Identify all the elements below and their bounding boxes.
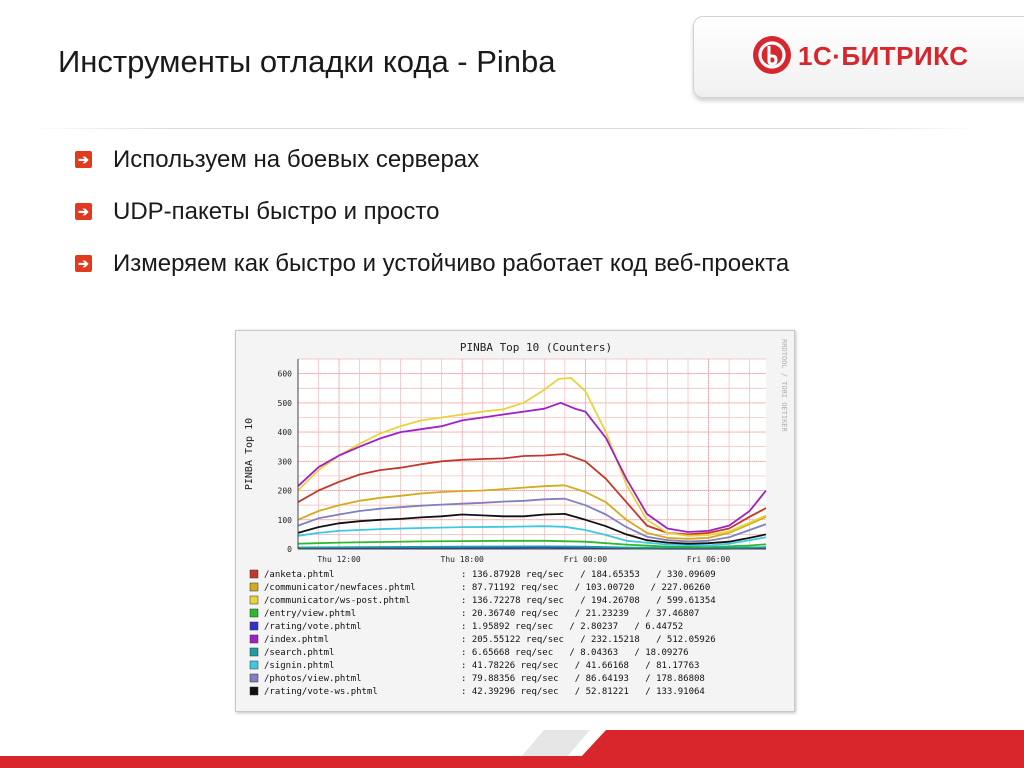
arrow-right-icon: ➔ xyxy=(75,151,92,168)
y-tick-label: 400 xyxy=(278,428,293,437)
series-line xyxy=(297,453,767,536)
legend-series-stats: : 1.95892 req/sec / 2.80237 / 6.44752 xyxy=(461,622,683,632)
bullet-text: Измеряем как быстро и устойчиво работает… xyxy=(113,250,790,277)
legend-series-stats: : 87.71192 req/sec / 103.00720 / 227.062… xyxy=(461,583,710,593)
legend-series-name: /entry/view.phtml xyxy=(264,609,356,619)
x-tick-label: Thu 18:00 xyxy=(441,555,485,564)
series-line xyxy=(297,513,767,545)
legend-series-stats: : 41.78226 req/sec / 41.66168 / 81.17763 xyxy=(461,661,699,671)
y-tick-label: 100 xyxy=(278,516,293,525)
series-line xyxy=(297,545,767,549)
series-line xyxy=(297,525,767,547)
series-line xyxy=(297,484,767,540)
legend-series-name: /communicator/ws-post.phtml xyxy=(264,596,410,606)
series-line xyxy=(297,497,767,543)
legend-series-name: /search.phtml xyxy=(264,648,334,658)
pinba-chart: 0 100 200 300 400 500 600 Thu 12:00 Thu 18:00 Fri… xyxy=(235,330,795,712)
legend-swatch xyxy=(249,634,259,644)
legend-series-stats: : 42.39296 req/sec / 52.81221 / 133.9106… xyxy=(461,687,705,697)
y-tick-label: 200 xyxy=(278,487,293,496)
slide-title: Инструменты отладки кода - Pinba xyxy=(58,44,556,79)
legend-series-stats: : 136.72278 req/sec / 194.26708 / 599.61… xyxy=(461,596,716,606)
footer-decoration xyxy=(520,730,1024,758)
legend-series-name: /index.phtml xyxy=(264,635,329,645)
footer-bar xyxy=(0,756,1024,768)
series-line xyxy=(297,377,767,537)
series-line xyxy=(297,401,767,533)
legend-series-name: /rating/vote-ws.phtml xyxy=(264,687,378,697)
title-separator xyxy=(30,128,980,129)
legend-series-stats: : 136.87928 req/sec / 184.65353 / 330.09… xyxy=(461,570,716,580)
legend-swatch xyxy=(249,621,259,631)
rrdtool-watermark: RRDTOOL / TOBI OETIKER xyxy=(780,339,788,433)
legend-series-name: /rating/vote.phtml xyxy=(264,622,362,632)
y-axis-label: PINBA Top 10 xyxy=(244,418,255,490)
y-tick-label: 300 xyxy=(278,457,293,466)
pinba-chart-svg: 0 100 200 300 400 500 600 Thu 12:00 Thu 18:00 Fri… xyxy=(244,339,788,697)
bitrix-logo-text: 1С·БИТРИКС xyxy=(798,41,969,71)
legend: /anketa.phtml : 136.87928 req/sec / 184.6… xyxy=(249,569,716,697)
y-tick-label: 0 xyxy=(287,545,292,554)
legend-series-name: /photos/view.phtml xyxy=(264,674,362,684)
x-tick-label: Fri 00:00 xyxy=(564,555,608,564)
x-tick-label: Fri 06:00 xyxy=(687,555,731,564)
legend-swatch xyxy=(249,660,259,670)
legend-swatch xyxy=(249,582,259,592)
legend-series-stats: : 79.88356 req/sec / 86.64193 / 178.8680… xyxy=(461,674,705,684)
y-tick-label: 500 xyxy=(278,399,293,408)
x-tick-label: Thu 12:00 xyxy=(317,555,361,564)
legend-series-stats: : 20.36740 req/sec / 21.23239 / 37.46807 xyxy=(461,609,699,619)
bullet-text: Используем на боевых серверах xyxy=(113,146,480,173)
axes: 0 100 200 300 400 500 600 Thu 12:00 Thu 18:00 Fri… xyxy=(278,359,766,564)
legend-swatch xyxy=(249,673,259,683)
bitrix-logo-icon xyxy=(753,36,791,74)
bitrix-logo-panel: 1С·БИТРИКС xyxy=(693,16,1024,98)
bullet-text: UDP-пакеты быстро и просто xyxy=(113,198,440,225)
legend-swatch xyxy=(249,595,259,605)
legend-swatch xyxy=(249,686,259,696)
legend-series-stats: : 6.65668 req/sec / 8.04363 / 18.09276 xyxy=(461,648,689,658)
legend-swatch xyxy=(249,608,259,618)
chart-title: PINBA Top 10 (Counters) xyxy=(460,341,612,354)
legend-series-name: /signin.phtml xyxy=(264,661,334,671)
legend-series-name: /communicator/newfaces.phtml xyxy=(264,583,416,593)
legend-series-stats: : 205.55122 req/sec / 232.15218 / 512.05… xyxy=(461,635,716,645)
legend-series-name: /anketa.phtml xyxy=(264,570,334,580)
legend-swatch xyxy=(249,647,259,657)
legend-swatch xyxy=(249,569,259,579)
arrow-right-icon: ➔ xyxy=(75,255,92,272)
y-tick-label: 600 xyxy=(278,370,293,379)
arrow-right-icon: ➔ xyxy=(75,203,92,220)
series-line xyxy=(297,539,767,549)
